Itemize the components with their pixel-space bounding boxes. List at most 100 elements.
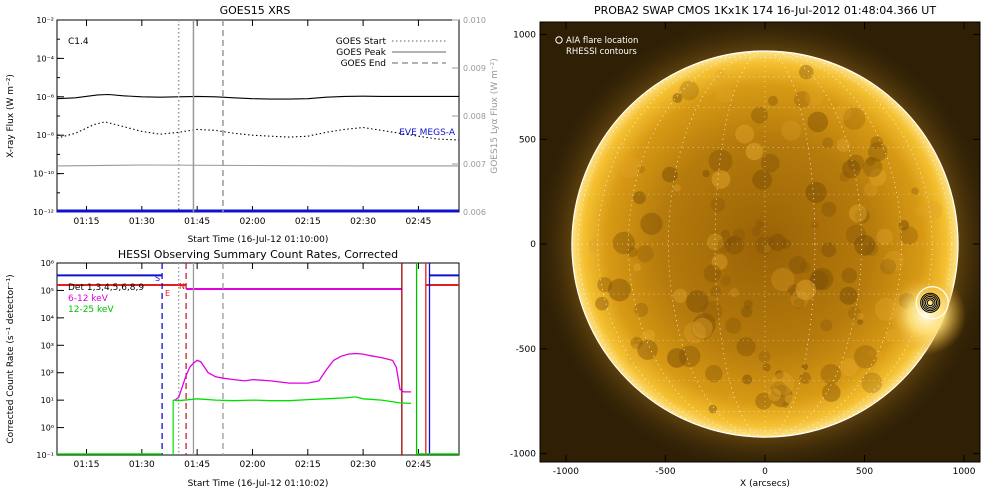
- surface-mottle: [634, 302, 649, 317]
- hessi-y-tick-label: 10³: [41, 341, 54, 350]
- surface-mottle: [633, 263, 641, 272]
- rhessi-contour-ring: [926, 299, 934, 307]
- goes-ylabel: X-ray Flux (W m⁻²): [6, 74, 16, 158]
- rhessi-contour-ring: [920, 292, 941, 313]
- surface-mottle: [840, 358, 859, 377]
- goes-y-tick-label: 10⁻⁴: [36, 54, 54, 63]
- goes-y-right-tick-label: 0.009: [463, 64, 486, 73]
- surface-mottle: [801, 363, 808, 370]
- surface-mottle: [703, 264, 722, 283]
- surface-mottle: [727, 393, 735, 402]
- surface-mottle: [708, 149, 733, 174]
- surface-mottle: [854, 234, 876, 256]
- goes-y-tick-label: 10⁻¹²: [33, 208, 54, 217]
- swap-y-tick-label: 500: [519, 135, 536, 145]
- surface-mottle: [710, 286, 721, 297]
- swap-y-tick-label: -1000: [510, 450, 536, 460]
- surface-mottle: [678, 345, 701, 368]
- hessi-series-group: [57, 352, 459, 455]
- surface-mottle: [705, 365, 723, 383]
- surface-mottle: [794, 91, 811, 108]
- hessi-x-tick-label: 01:15: [74, 460, 100, 470]
- surface-mottle: [743, 299, 753, 309]
- surface-mottle: [608, 278, 631, 302]
- surface-mottle: [845, 224, 867, 245]
- goes-title: GOES15 XRS: [220, 4, 291, 17]
- surface-mottle: [898, 220, 910, 231]
- surface-mottle: [618, 155, 641, 178]
- surface-mottle: [686, 290, 709, 313]
- hessi-series-line: [173, 352, 412, 401]
- surface-mottle: [662, 166, 678, 183]
- swap-legend-rhessi: RHESSI contours: [566, 47, 637, 57]
- surface-mottle: [706, 233, 724, 251]
- hessi-x-tick-label: 01:30: [129, 460, 155, 470]
- surface-mottle: [691, 317, 714, 340]
- hessi-y-tick-label: 10⁵: [41, 286, 54, 295]
- goes-x-tick-label: 02:00: [239, 217, 265, 227]
- surface-mottle: [755, 220, 764, 229]
- hessi-x-tick-label: 02:30: [350, 460, 376, 470]
- surface-mottle: [710, 197, 726, 212]
- surface-mottle: [673, 184, 681, 192]
- surface-mottle: [841, 267, 858, 284]
- surface-mottle: [752, 169, 773, 190]
- surface-mottle: [751, 226, 761, 236]
- surface-mottle: [633, 191, 646, 205]
- surface-mottle: [758, 350, 771, 363]
- surface-mottle: [755, 392, 773, 410]
- surface-mottle: [847, 154, 865, 172]
- surface-mottle: [836, 138, 851, 152]
- swap-panel: PROBA2 SWAP CMOS 1Kx1K 174 16-Jul-2012 0…: [510, 4, 981, 489]
- goes-series-group: [56, 93, 460, 213]
- swap-title: PROBA2 SWAP CMOS 1Kx1K 174 16-Jul-2012 0…: [594, 4, 936, 17]
- surface-mottle: [795, 279, 817, 301]
- goes-y-right-tick-label: 0.008: [463, 112, 486, 121]
- surface-mottle: [714, 69, 727, 82]
- surface-mottle: [861, 372, 883, 394]
- hessi-y-tick-label: 10⁶: [41, 259, 54, 268]
- goes-series-line: [56, 93, 459, 100]
- hessi-vertical-lines: [161, 263, 431, 455]
- goes-x-tick-label: 01:45: [184, 217, 210, 227]
- goes-panel: GOES15 XRS 01:15 01:30 01:45 02:00 02:15 02:3…: [6, 4, 500, 245]
- surface-mottle: [636, 245, 654, 263]
- goes-marker-lines: [177, 20, 224, 212]
- rhessi-contours: [920, 292, 941, 313]
- hessi-flag-s: S: [155, 274, 160, 283]
- surface-mottle: [626, 344, 649, 366]
- goes-y-tick-label: 10⁻⁶: [36, 93, 54, 102]
- hessi-axis-ticks: 01:15 01:30 01:45 02:00 02:15 02:30 02:45 10⁻¹ 1…: [36, 259, 431, 470]
- hessi-x-tick-label: 01:45: [184, 460, 210, 470]
- surface-mottle: [627, 246, 638, 258]
- surface-mottle: [736, 337, 756, 357]
- swap-y-tick-label: 1000: [513, 31, 536, 41]
- swap-legend-aia: AIA flare location: [566, 36, 638, 46]
- rhessi-contour-ring: [923, 295, 938, 310]
- flare-brightening: [886, 274, 967, 355]
- surface-mottle: [721, 229, 730, 239]
- surface-mottle: [745, 142, 763, 161]
- rhessi-contour-ring: [924, 297, 936, 309]
- surface-mottle: [761, 153, 780, 173]
- surface-mottle: [672, 93, 683, 103]
- surface-mottle: [847, 306, 861, 320]
- longitude-line: [668, 50, 862, 438]
- goes-x-tick-label: 02:15: [295, 217, 321, 227]
- surface-mottle: [820, 319, 833, 332]
- surface-mottle: [853, 345, 878, 369]
- goes-y-tick-label: 10⁻²: [36, 16, 54, 25]
- hessi-flag-n: N: [179, 282, 185, 291]
- surface-mottle: [870, 136, 883, 149]
- goes-series-line: [56, 164, 459, 167]
- surface-mottle: [788, 255, 807, 274]
- hessi-legend-6-12: 6-12 keV: [68, 294, 109, 304]
- surface-mottle: [644, 329, 655, 341]
- hessi-y-tick-label: 10⁻¹: [36, 451, 54, 460]
- hessi-x-tick-label: 02:00: [239, 460, 265, 470]
- goes-legend: GOES Start GOES Peak GOES End: [336, 37, 446, 69]
- surface-mottle: [820, 364, 841, 385]
- surface-mottle: [834, 103, 852, 121]
- swap-legend-circle-icon: [555, 36, 563, 44]
